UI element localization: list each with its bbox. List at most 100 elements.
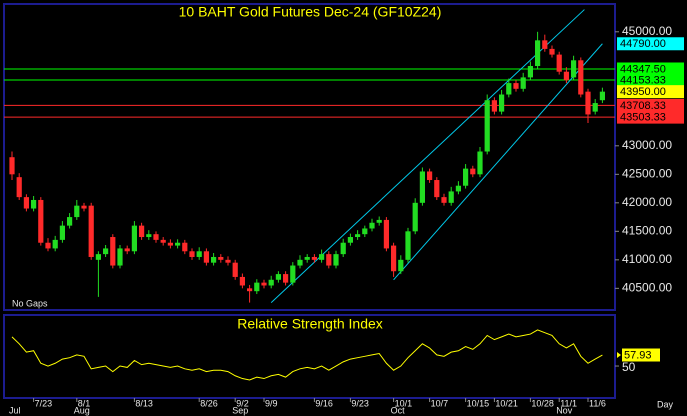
month-label: Sep xyxy=(232,405,248,415)
y-tick-label: 42000.00 xyxy=(622,195,672,209)
price-label-box xyxy=(617,37,684,51)
candle-body xyxy=(52,239,58,249)
candle-body xyxy=(463,168,469,186)
price-label: 44790.00 xyxy=(620,38,666,50)
price-label: 43950.00 xyxy=(620,86,666,98)
candle-body xyxy=(571,60,577,78)
rsi-arrow xyxy=(617,352,621,359)
candle-body xyxy=(153,234,159,240)
candle-body xyxy=(513,83,519,89)
x-tick-label: 9/23 xyxy=(351,398,369,408)
candle-body xyxy=(477,151,483,175)
candle-body xyxy=(542,40,548,49)
rsi-label-box xyxy=(622,348,660,362)
x-tick-label: 9/2 xyxy=(236,398,249,408)
candle-body xyxy=(427,171,433,181)
candle-body xyxy=(239,276,245,286)
candle-body xyxy=(340,242,346,255)
candle-body xyxy=(585,91,591,115)
candle-body xyxy=(110,237,116,266)
month-label: Oct xyxy=(391,405,406,415)
candle-body xyxy=(527,66,533,78)
candle-body xyxy=(520,77,526,89)
x-tick-label: 9/16 xyxy=(315,398,333,408)
level-label-box xyxy=(617,98,684,112)
candle-body xyxy=(247,288,253,292)
candle-body xyxy=(275,274,281,280)
candle-body xyxy=(535,40,541,66)
rsi-title: Relative Strength Index xyxy=(237,316,383,332)
candle-body xyxy=(117,248,123,266)
candle-body xyxy=(232,262,238,277)
x-tick-label: 10/28 xyxy=(531,398,554,408)
level-label: 44347.50 xyxy=(620,63,666,75)
x-tick-label: 8/13 xyxy=(135,398,153,408)
x-tick-label: 11/1 xyxy=(560,398,577,408)
candle-body xyxy=(362,228,368,235)
candle-body xyxy=(290,265,296,283)
candle-body xyxy=(491,100,497,112)
month-label: Nov xyxy=(556,405,573,415)
chart-title: 10 BAHT Gold Futures Dec-24 (GF10Z24) xyxy=(179,4,442,20)
candle-body xyxy=(203,251,209,263)
y-tick-label: 50 xyxy=(622,360,636,374)
y-tick-label: 41000.00 xyxy=(622,252,672,266)
candle-body xyxy=(405,231,411,260)
candle-body xyxy=(326,254,332,266)
candle-body xyxy=(304,256,310,260)
candle-body xyxy=(383,219,389,249)
candle-body xyxy=(556,54,562,72)
x-tick-label: 8/1 xyxy=(78,398,91,408)
candle-body xyxy=(88,205,94,257)
candle-body xyxy=(139,225,145,238)
level-label: 43708.33 xyxy=(620,100,666,112)
candle-body xyxy=(268,279,274,286)
candle-body xyxy=(95,254,101,260)
candle-body xyxy=(189,251,195,257)
x-tick-label: 10/15 xyxy=(467,398,490,408)
candle-body xyxy=(254,282,260,292)
rsi-label: 57.93 xyxy=(624,349,652,361)
candle-body xyxy=(59,225,65,240)
candle-body xyxy=(23,197,29,209)
level-label-box xyxy=(617,62,684,76)
rsi-line xyxy=(11,329,603,381)
candle-body xyxy=(441,197,447,203)
candle-body xyxy=(182,242,188,252)
candle-body xyxy=(484,100,490,152)
candle-body xyxy=(319,254,325,260)
candle-body xyxy=(499,94,505,112)
x-tick-label: 8/26 xyxy=(200,398,218,408)
candle-body xyxy=(16,177,22,198)
y-tick-label: 43000.00 xyxy=(622,138,672,152)
level-label-box xyxy=(617,73,684,87)
candle-body xyxy=(506,83,512,95)
candle-body xyxy=(419,171,425,203)
x-tick-label: 10/21 xyxy=(495,398,518,408)
channel-line xyxy=(393,43,603,281)
level-label: 44153.33 xyxy=(620,74,666,86)
level-label-box xyxy=(617,110,684,124)
month-label: Aug xyxy=(74,405,90,415)
level-label: 43503.33 xyxy=(620,112,666,124)
candle-body xyxy=(261,282,267,286)
candle-body xyxy=(578,60,584,95)
y-tick-label: 40500.00 xyxy=(622,281,672,295)
candle-body xyxy=(434,180,440,198)
candle-body xyxy=(599,91,605,101)
candle-body xyxy=(455,185,461,192)
candle-body xyxy=(146,234,152,238)
candle-body xyxy=(124,248,130,252)
price-label-box xyxy=(617,85,684,99)
annotation: No Gaps xyxy=(12,298,48,308)
x-tick-label: 10/7 xyxy=(431,398,449,408)
candle-body xyxy=(67,217,73,226)
candle-body xyxy=(211,256,217,263)
price-panel xyxy=(3,3,616,311)
x-tick-label: 9/9 xyxy=(265,398,278,408)
candle-body xyxy=(175,242,181,246)
candle-body xyxy=(74,205,80,218)
candle-body xyxy=(369,222,375,229)
